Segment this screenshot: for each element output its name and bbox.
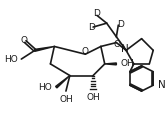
Text: N: N: [121, 44, 129, 54]
Text: D: D: [117, 20, 124, 29]
Text: D: D: [93, 9, 100, 18]
Text: HO: HO: [39, 83, 52, 92]
Text: O: O: [82, 47, 89, 56]
Text: D: D: [88, 23, 95, 32]
Polygon shape: [105, 63, 116, 65]
Text: OH: OH: [120, 59, 134, 68]
Polygon shape: [56, 76, 70, 88]
Text: O: O: [21, 36, 28, 45]
Text: HO: HO: [4, 55, 17, 64]
Text: OH: OH: [59, 95, 73, 104]
Text: O: O: [114, 40, 121, 49]
Text: OH: OH: [86, 93, 100, 102]
Text: N: N: [158, 80, 166, 90]
Polygon shape: [35, 46, 54, 51]
